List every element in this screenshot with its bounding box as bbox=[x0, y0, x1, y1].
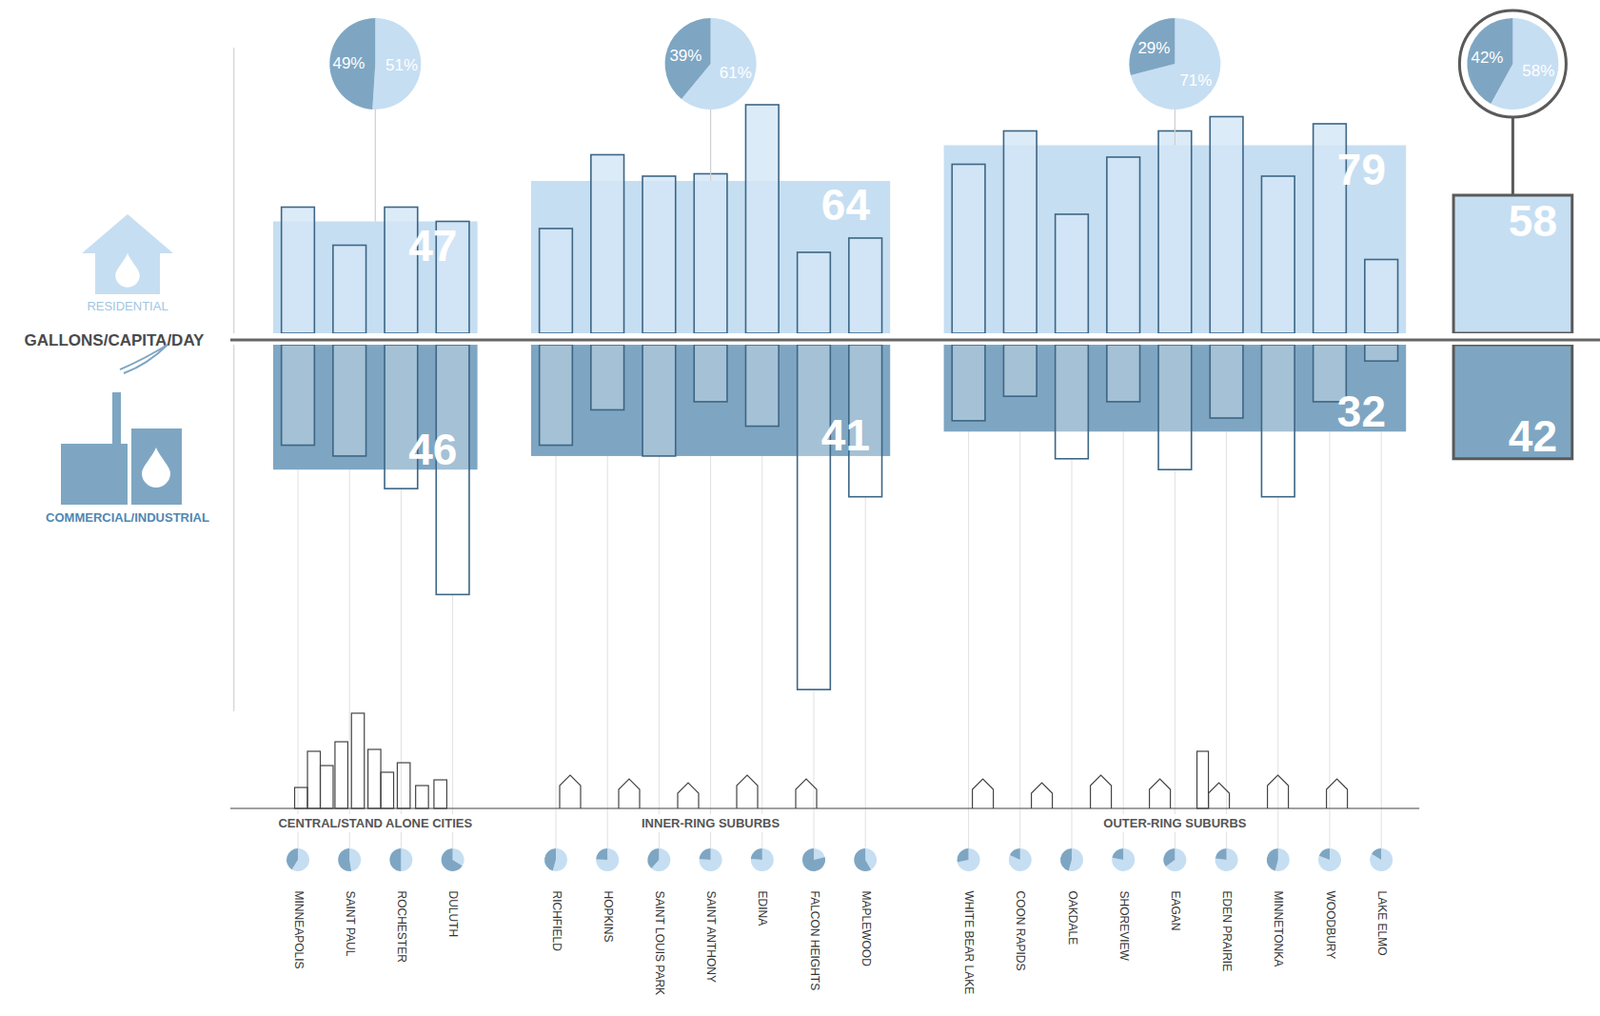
svg-text:29%: 29% bbox=[1137, 39, 1170, 58]
svg-text:MAPLEWOOD: MAPLEWOOD bbox=[859, 890, 873, 968]
svg-text:58: 58 bbox=[1508, 196, 1558, 246]
svg-text:INNER-RING SUBURBS: INNER-RING SUBURBS bbox=[641, 815, 781, 830]
svg-text:58%: 58% bbox=[1521, 61, 1555, 80]
svg-text:46: 46 bbox=[408, 424, 457, 475]
svg-text:MINNETONKA: MINNETONKA bbox=[1271, 890, 1285, 968]
svg-text:42: 42 bbox=[1508, 411, 1558, 461]
svg-text:LAKE ELMO: LAKE ELMO bbox=[1375, 890, 1389, 956]
svg-text:SAINT PAUL: SAINT PAUL bbox=[343, 890, 357, 957]
svg-text:49%: 49% bbox=[332, 54, 365, 73]
svg-text:SHOREVIEW: SHOREVIEW bbox=[1117, 890, 1131, 962]
svg-text:51%: 51% bbox=[385, 56, 418, 75]
svg-text:COON RAPIDS: COON RAPIDS bbox=[1013, 890, 1028, 971]
svg-text:SAINT ANTHONY: SAINT ANTHONY bbox=[704, 890, 718, 983]
svg-text:79: 79 bbox=[1337, 144, 1386, 195]
svg-text:71%: 71% bbox=[1179, 71, 1212, 90]
svg-text:EDEN PRAIRIE: EDEN PRAIRIE bbox=[1220, 890, 1234, 972]
svg-text:OAKDALE: OAKDALE bbox=[1066, 890, 1080, 946]
svg-text:42%: 42% bbox=[1470, 48, 1503, 67]
svg-text:COMMERCIAL/INDUSTRIAL: COMMERCIAL/INDUSTRIAL bbox=[45, 510, 210, 525]
svg-text:OUTER-RING SUBURBS: OUTER-RING SUBURBS bbox=[1103, 815, 1247, 830]
svg-text:39%: 39% bbox=[669, 46, 702, 65]
svg-text:CENTRAL/STAND ALONE CITIES: CENTRAL/STAND ALONE CITIES bbox=[277, 815, 473, 830]
svg-text:64: 64 bbox=[821, 179, 871, 230]
svg-text:61%: 61% bbox=[719, 63, 752, 82]
svg-text:EDINA: EDINA bbox=[755, 890, 770, 927]
svg-text:47: 47 bbox=[408, 220, 457, 271]
svg-text:MINNEAPOLIS: MINNEAPOLIS bbox=[292, 890, 306, 969]
svg-text:WOODBURY: WOODBURY bbox=[1323, 890, 1338, 960]
svg-text:EAGAN: EAGAN bbox=[1168, 890, 1183, 931]
svg-text:ROCHESTER: ROCHESTER bbox=[395, 890, 409, 964]
svg-text:GALLONS/CAPITA/DAY: GALLONS/CAPITA/DAY bbox=[24, 331, 206, 350]
svg-text:HOPKINS: HOPKINS bbox=[601, 890, 615, 943]
svg-text:RESIDENTIAL: RESIDENTIAL bbox=[86, 298, 168, 314]
svg-text:32: 32 bbox=[1337, 386, 1386, 436]
svg-text:DULUTH: DULUTH bbox=[446, 890, 460, 938]
svg-text:41: 41 bbox=[821, 410, 870, 460]
svg-text:WHITE BEAR LAKE: WHITE BEAR LAKE bbox=[962, 890, 976, 995]
svg-text:FALCON HEIGHTS: FALCON HEIGHTS bbox=[808, 890, 822, 991]
svg-text:RICHFIELD: RICHFIELD bbox=[550, 890, 564, 952]
svg-text:SAINT LOUIS PARK: SAINT LOUIS PARK bbox=[652, 890, 667, 996]
